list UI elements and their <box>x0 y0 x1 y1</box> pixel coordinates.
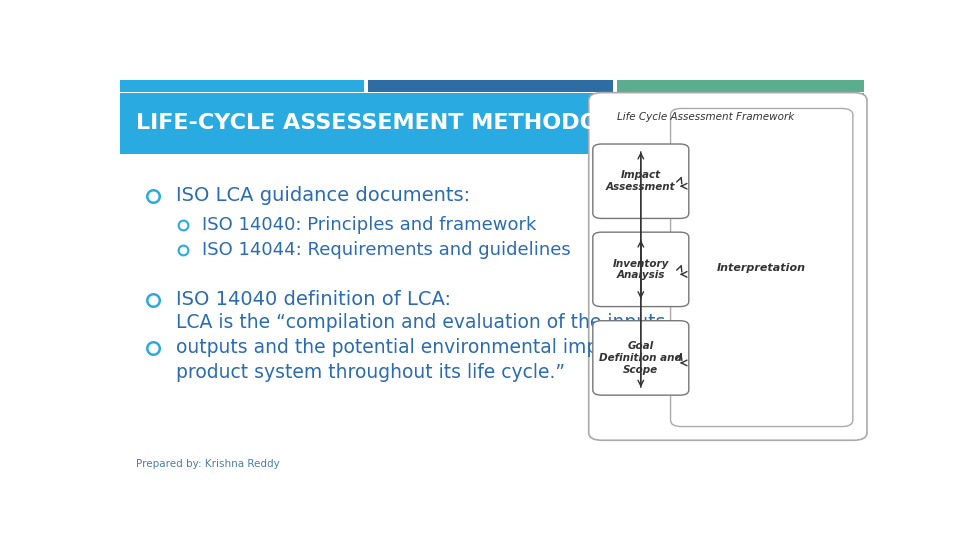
Text: ISO 14040: Principles and framework: ISO 14040: Principles and framework <box>202 216 537 234</box>
FancyBboxPatch shape <box>588 93 867 440</box>
FancyBboxPatch shape <box>369 80 612 92</box>
FancyBboxPatch shape <box>617 80 864 92</box>
Text: Impact
Assessment: Impact Assessment <box>606 171 676 192</box>
FancyBboxPatch shape <box>120 80 364 92</box>
Text: ISO 14040 definition of LCA:: ISO 14040 definition of LCA: <box>176 290 451 309</box>
Text: LCA is the “compilation and evaluation of the inputs,
outputs and the potential : LCA is the “compilation and evaluation o… <box>176 313 679 382</box>
FancyBboxPatch shape <box>120 93 864 154</box>
Text: ISO 14044: Requirements and guidelines: ISO 14044: Requirements and guidelines <box>202 241 570 259</box>
FancyBboxPatch shape <box>593 321 688 395</box>
FancyBboxPatch shape <box>593 144 688 219</box>
Text: Interpretation: Interpretation <box>717 262 806 273</box>
Text: LIFE-CYCLE ASSESSEMENT METHODOLOGY: LIFE-CYCLE ASSESSEMENT METHODOLOGY <box>136 113 665 133</box>
FancyBboxPatch shape <box>593 232 688 307</box>
FancyBboxPatch shape <box>670 109 852 427</box>
Text: Prepared by: Krishna Reddy: Prepared by: Krishna Reddy <box>136 459 280 469</box>
Text: Goal
Definition and
Scope: Goal Definition and Scope <box>599 341 683 375</box>
Text: ISO LCA guidance documents:: ISO LCA guidance documents: <box>176 186 470 205</box>
Text: Life Cycle Assessment Framework: Life Cycle Assessment Framework <box>617 112 794 122</box>
Text: Inventory
Analysis: Inventory Analysis <box>612 259 669 280</box>
